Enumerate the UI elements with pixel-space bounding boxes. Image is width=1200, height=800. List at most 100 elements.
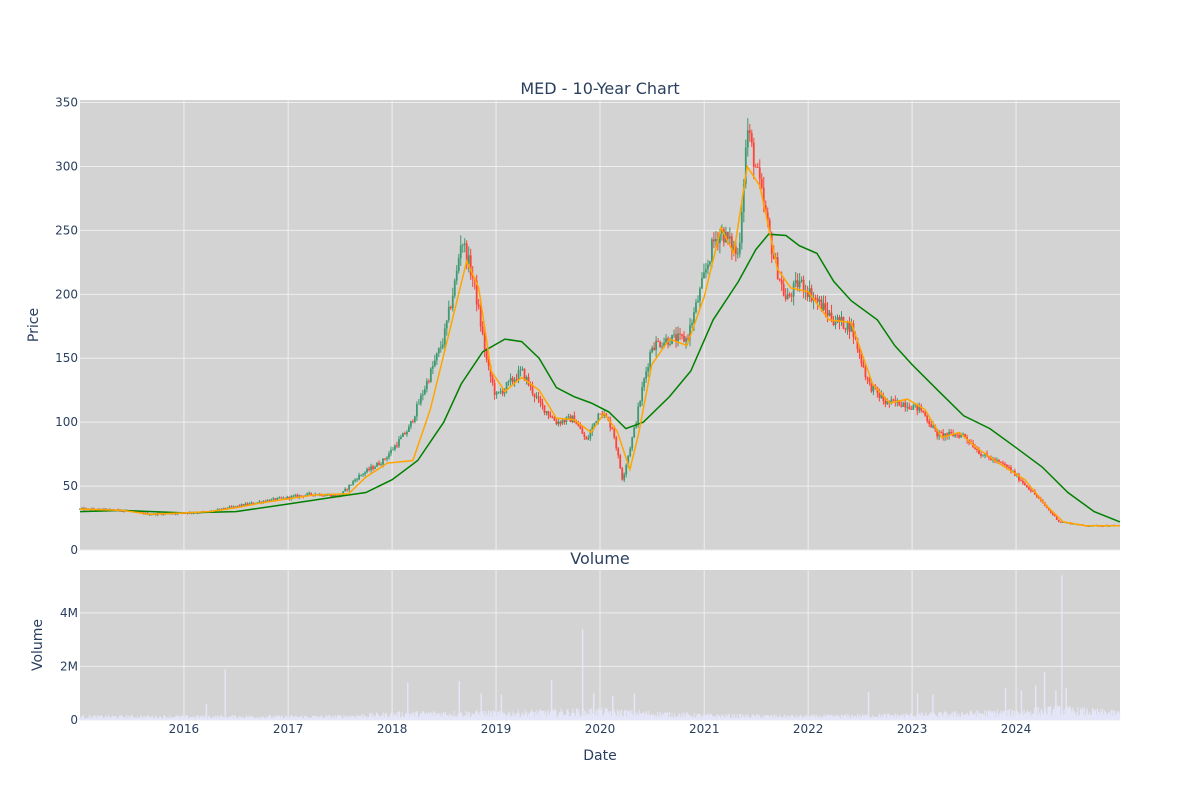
- candle-body[interactable]: [637, 406, 640, 424]
- candle-body[interactable]: [545, 411, 548, 413]
- candle-body[interactable]: [410, 421, 412, 427]
- volume-spike-bar[interactable]: [581, 628, 584, 720]
- candle-body[interactable]: [826, 309, 829, 316]
- candle-body[interactable]: [912, 405, 915, 410]
- candle-body[interactable]: [651, 347, 654, 353]
- candle-body[interactable]: [752, 142, 755, 167]
- candle-body[interactable]: [551, 417, 554, 419]
- candle-body[interactable]: [615, 437, 618, 449]
- candle-body[interactable]: [715, 238, 717, 242]
- candle-body[interactable]: [866, 376, 869, 379]
- candle-body[interactable]: [629, 448, 632, 456]
- candle-body[interactable]: [872, 385, 875, 392]
- candle-body[interactable]: [579, 425, 582, 429]
- candle-body[interactable]: [376, 462, 378, 467]
- volume-spike-bar[interactable]: [1035, 685, 1037, 720]
- candle-body[interactable]: [597, 413, 600, 422]
- candle-body[interactable]: [956, 434, 959, 436]
- candle-body[interactable]: [1010, 467, 1012, 472]
- candle-body[interactable]: [806, 291, 809, 298]
- candle-body[interactable]: [1004, 463, 1006, 465]
- candle-body[interactable]: [413, 416, 416, 422]
- candle-body[interactable]: [782, 284, 785, 296]
- candle-body[interactable]: [926, 416, 929, 422]
- candle-body[interactable]: [830, 312, 833, 321]
- candle-body[interactable]: [481, 326, 484, 334]
- candle-body[interactable]: [643, 378, 646, 388]
- candle-body[interactable]: [1000, 461, 1002, 463]
- candle-body[interactable]: [818, 299, 821, 302]
- candle-body[interactable]: [344, 488, 347, 492]
- candle-body[interactable]: [443, 328, 446, 345]
- candle-body[interactable]: [362, 474, 364, 476]
- candle-body[interactable]: [505, 382, 508, 390]
- candle-body[interactable]: [730, 236, 733, 251]
- candle-body[interactable]: [625, 465, 628, 475]
- candle-body[interactable]: [445, 320, 448, 329]
- candle-body[interactable]: [904, 402, 907, 408]
- candle-body[interactable]: [244, 503, 247, 506]
- candle-body[interactable]: [1101, 526, 1104, 528]
- candle-body[interactable]: [585, 436, 588, 440]
- candle-body[interactable]: [511, 377, 514, 382]
- candle-body[interactable]: [282, 497, 285, 499]
- candle-body[interactable]: [822, 303, 825, 311]
- candle-body[interactable]: [228, 506, 231, 509]
- candle-body[interactable]: [396, 445, 398, 447]
- candle-body[interactable]: [858, 349, 861, 353]
- candle-body[interactable]: [234, 506, 237, 508]
- candle-body[interactable]: [356, 479, 358, 481]
- candle-body[interactable]: [744, 147, 747, 184]
- candle-body[interactable]: [306, 493, 309, 496]
- candle-body[interactable]: [150, 514, 153, 516]
- candle-body[interactable]: [236, 505, 239, 507]
- candle-body[interactable]: [421, 394, 424, 396]
- candle-body[interactable]: [573, 415, 576, 423]
- candle-body[interactable]: [374, 466, 376, 469]
- candle-body[interactable]: [902, 402, 905, 407]
- candle-body[interactable]: [750, 133, 753, 143]
- candle-body[interactable]: [599, 413, 602, 415]
- candle-body[interactable]: [695, 302, 697, 313]
- candle-body[interactable]: [330, 494, 333, 497]
- candle-body[interactable]: [707, 264, 709, 270]
- candle-body[interactable]: [810, 288, 813, 301]
- candle-body[interactable]: [555, 420, 558, 425]
- candle-body[interactable]: [240, 504, 243, 507]
- volume-spike-bar[interactable]: [932, 694, 934, 720]
- candle-body[interactable]: [1031, 491, 1034, 492]
- candle-body[interactable]: [846, 321, 849, 330]
- candle-body[interactable]: [928, 421, 931, 425]
- candle-body[interactable]: [655, 340, 658, 350]
- candle-body[interactable]: [621, 468, 624, 480]
- candle-body[interactable]: [370, 466, 372, 470]
- candle-body[interactable]: [679, 333, 681, 335]
- candle-body[interactable]: [433, 360, 436, 367]
- candle-body[interactable]: [294, 495, 297, 496]
- candle-body[interactable]: [483, 333, 486, 351]
- candle-body[interactable]: [406, 431, 408, 435]
- candle-body[interactable]: [990, 457, 992, 461]
- candle-body[interactable]: [758, 167, 761, 179]
- candle-body[interactable]: [870, 381, 873, 392]
- candle-body[interactable]: [954, 434, 957, 437]
- candle-body[interactable]: [613, 429, 616, 438]
- candle-body[interactable]: [882, 395, 885, 401]
- candle-body[interactable]: [437, 348, 440, 354]
- candle-body[interactable]: [366, 468, 368, 473]
- candle-body[interactable]: [922, 410, 925, 413]
- candle-body[interactable]: [1019, 480, 1022, 482]
- candle-body[interactable]: [623, 474, 626, 480]
- candle-body[interactable]: [920, 405, 923, 411]
- candle-body[interactable]: [958, 435, 961, 438]
- candle-body[interactable]: [800, 279, 803, 282]
- candle-body[interactable]: [746, 130, 749, 148]
- candle-body[interactable]: [718, 233, 721, 244]
- candle-body[interactable]: [1029, 489, 1032, 492]
- candle-body[interactable]: [924, 412, 927, 417]
- candle-body[interactable]: [507, 380, 510, 383]
- candle-body[interactable]: [242, 504, 245, 506]
- candle-body[interactable]: [525, 377, 528, 381]
- candle-body[interactable]: [380, 464, 382, 466]
- candle-body[interactable]: [274, 498, 277, 501]
